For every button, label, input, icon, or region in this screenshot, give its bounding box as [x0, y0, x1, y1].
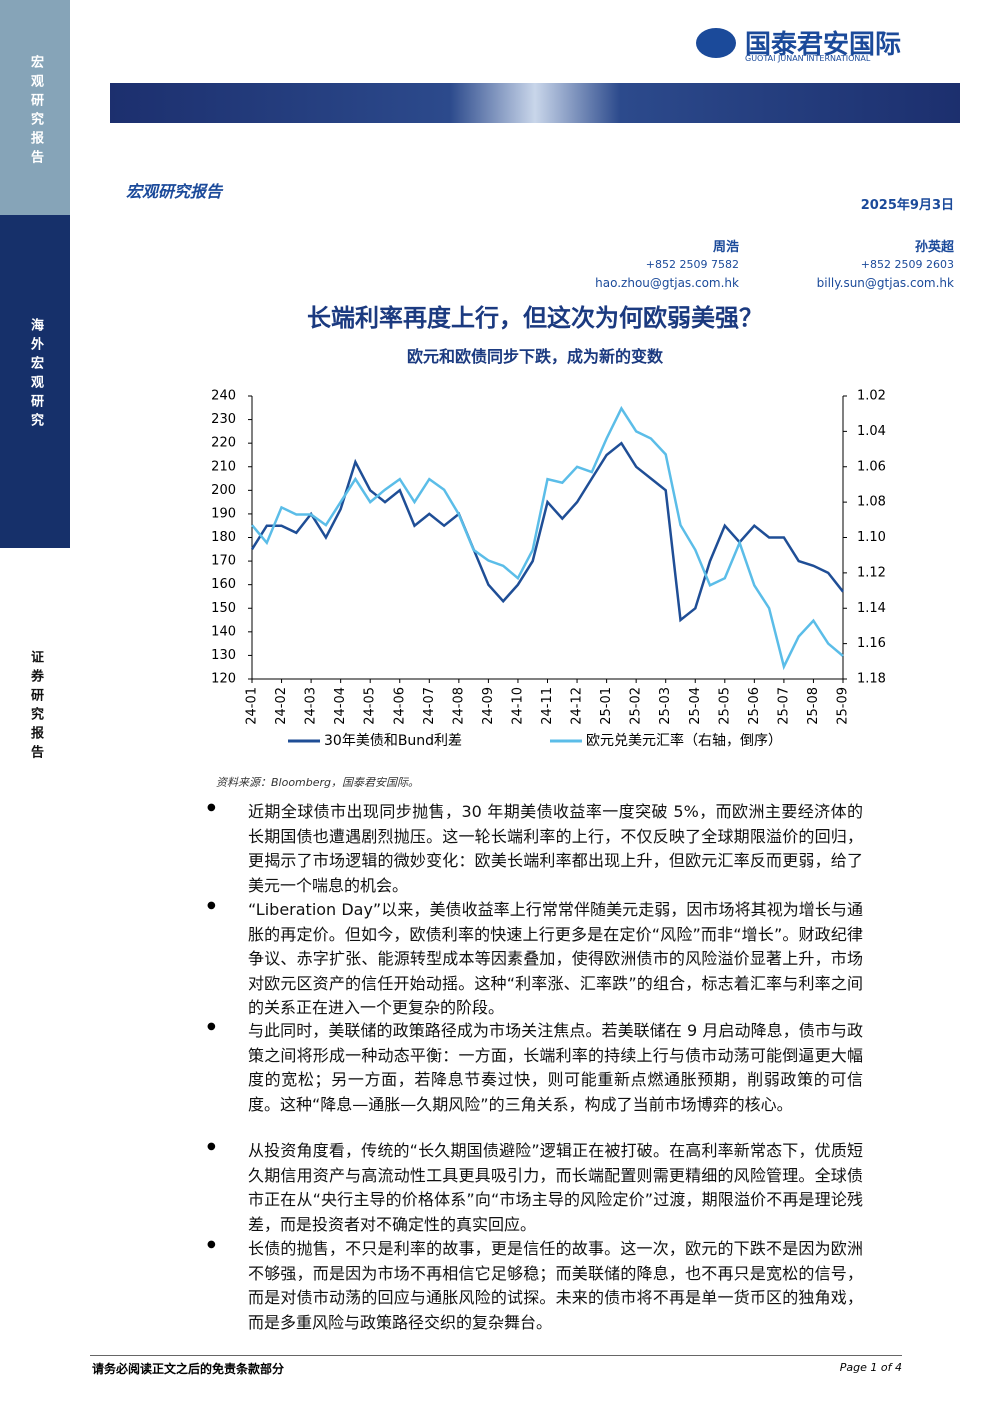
y2-tick-label: 1.06	[857, 459, 886, 474]
x-tick-label: 24-04	[333, 687, 348, 725]
x-tick-label: 24-03	[304, 687, 319, 725]
sidebar-text: 海外宏观研究	[28, 318, 43, 432]
y-tick-label: 180	[211, 530, 236, 545]
y-tick-label: 130	[211, 648, 236, 663]
y-tick-label: 140	[211, 624, 236, 639]
y2-tick-label: 1.14	[857, 601, 886, 616]
logo-en: GUOTAI JUNAN INTERNATIONAL	[745, 54, 871, 63]
legend-label: 欧元兑美元汇率（右轴，倒序）	[586, 732, 782, 749]
y2-tick-label: 1.18	[857, 672, 886, 687]
x-tick-label: 24-12	[570, 687, 585, 725]
title: 长端利率再度上行，但这次为何欧弱美强？	[307, 303, 763, 332]
x-tick-label: 24-01	[245, 687, 260, 725]
y-tick-label: 210	[211, 459, 236, 474]
email: billy.sun@gtjas.com.hk	[816, 276, 954, 290]
y2-tick-label: 1.10	[857, 530, 886, 545]
y2-tick-label: 1.04	[857, 424, 886, 439]
section: 宏观研究报告	[126, 182, 223, 201]
x-tick-label: 24-02	[274, 687, 289, 725]
bullet-dot: ●	[207, 1141, 216, 1152]
email: hao.zhou@gtjas.com.hk	[595, 276, 739, 290]
source: 资料来源：Bloomberg，国泰君安国际。	[216, 776, 420, 789]
x-tick-label: 25-05	[717, 687, 732, 725]
bullet-dot: ●	[207, 802, 216, 813]
y2-tick-label: 1.08	[857, 495, 886, 510]
x-tick-label: 25-01	[599, 687, 614, 725]
y-tick-label: 160	[211, 577, 236, 592]
footer-rule	[90, 1355, 902, 1356]
sidebar-text: 宏观研究报告	[28, 55, 43, 169]
y2-tick-label: 1.12	[857, 565, 886, 580]
y-tick-label: 220	[211, 436, 236, 451]
series-line	[251, 405, 844, 671]
x-tick-label: 25-09	[836, 687, 851, 725]
y2-tick-label: 1.02	[857, 389, 886, 404]
x-tick-label: 25-04	[688, 687, 703, 725]
bullet-text: 从投资角度看，传统的“长久期国债避险”逻辑正在被打破。在高利率新常态下，优质短久…	[248, 1141, 863, 1234]
x-tick-label: 25-07	[776, 687, 791, 725]
logo-icon	[696, 28, 736, 58]
x-tick-label: 24-09	[481, 687, 496, 725]
y-tick-label: 190	[211, 506, 236, 521]
disclaimer: 请务必阅读正文之后的免责条款部分	[92, 1362, 285, 1376]
bullet-text: “Liberation Day”以来，美债收益率上行常常伴随美元走弱，因市场将其…	[248, 900, 863, 1017]
phone: +852 2509 7582	[645, 258, 739, 271]
y-tick-label: 230	[211, 412, 236, 427]
x-tick-label: 25-03	[658, 687, 673, 725]
banner	[110, 83, 960, 123]
x-tick-label: 25-06	[747, 687, 762, 725]
bullet-dot: ●	[207, 1021, 216, 1032]
y-tick-label: 170	[211, 554, 236, 569]
y-tick-label: 120	[211, 672, 236, 687]
bullet-dot: ●	[207, 900, 216, 911]
bullet-dot: ●	[207, 1239, 216, 1250]
sidebar-middle	[0, 215, 70, 548]
subtitle: 欧元和欧债同步下跌，成为新的变数	[406, 347, 663, 366]
x-tick-label: 24-06	[392, 687, 407, 725]
x-tick-label: 24-11	[540, 687, 555, 725]
sidebar-top	[0, 0, 70, 215]
x-tick-label: 24-05	[363, 687, 378, 725]
logo: 国泰君安国际	[745, 30, 902, 60]
bullet-text: 长债的抛售，不只是利率的故事，更是信任的故事。这一次，欧元的下跌不是因为欧洲不够…	[248, 1239, 863, 1332]
y2-tick-label: 1.16	[857, 636, 886, 651]
legend-label: 30年美债和Bund利差	[324, 733, 462, 749]
x-tick-label: 24-07	[422, 687, 437, 725]
author: 周浩	[712, 240, 739, 255]
phone: +852 2509 2603	[860, 258, 954, 271]
y-tick-label: 200	[211, 483, 236, 498]
author: 孙英超	[914, 240, 954, 255]
y-tick-label: 150	[211, 601, 236, 616]
x-tick-label: 24-10	[510, 687, 525, 725]
bullet-text: 与此同时，美联储的政策路径成为市场关注焦点。若美联储在 9 月启动降息，债市与政…	[248, 1021, 863, 1114]
bullet-text: 近期全球债市出现同步抛售，30 年期美债收益率一度突破 5%，而欧洲主要经济体的…	[248, 802, 863, 895]
date: 2025年9月3日	[860, 198, 954, 213]
x-tick-label: 24-08	[451, 687, 466, 725]
x-tick-label: 25-08	[806, 687, 821, 725]
x-tick-label: 25-02	[629, 687, 644, 725]
page-number: Page 1 of 4	[839, 1361, 902, 1374]
sidebar-text: 证券研究报告	[28, 650, 43, 764]
chart: 120 130 140 150 160 170 180 190 200 210 220 230 240 1…	[211, 389, 886, 750]
series-line	[250, 441, 844, 623]
y-tick-label: 240	[211, 389, 236, 404]
